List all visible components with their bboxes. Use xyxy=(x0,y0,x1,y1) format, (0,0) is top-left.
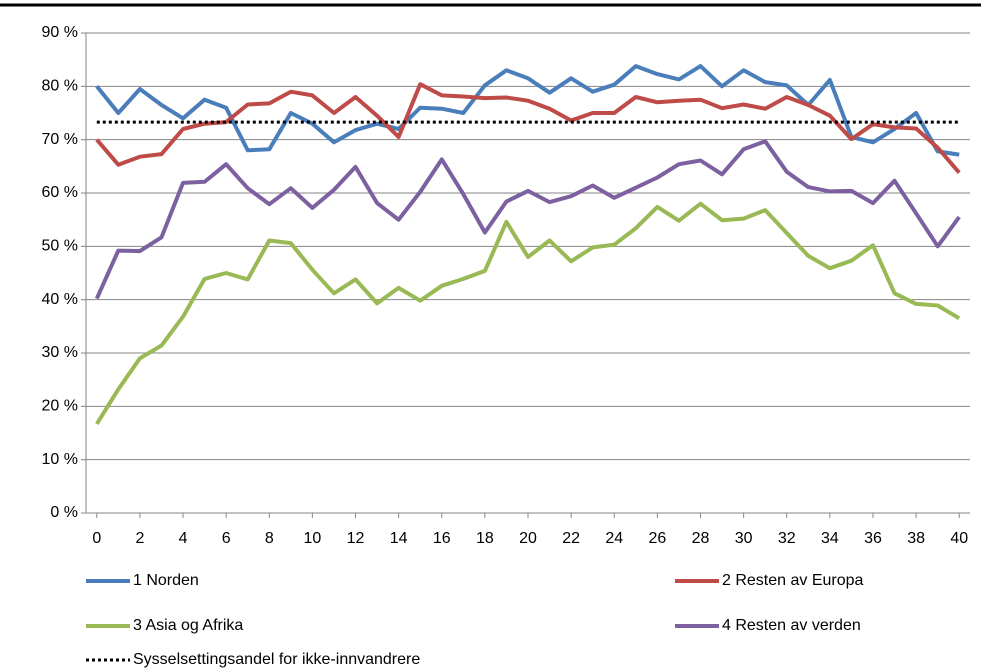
series-line xyxy=(94,139,961,300)
x-tick-label: 12 xyxy=(347,530,365,547)
x-tick-label: 34 xyxy=(821,530,839,547)
y-tick-label: 70 % xyxy=(42,131,78,148)
x-tick-label: 18 xyxy=(476,530,494,547)
x-tick-label: 10 xyxy=(303,530,321,547)
x-tick-label: 36 xyxy=(864,530,882,547)
y-tick-label: 30 % xyxy=(42,344,78,361)
legend-label: 1 Norden xyxy=(133,572,199,589)
y-tick-label: 50 % xyxy=(42,238,78,255)
x-tick-label: 26 xyxy=(648,530,666,547)
legend-label: Sysselsettingsandel for ikke-innvandrere xyxy=(133,651,420,668)
y-tick-label: 20 % xyxy=(42,398,78,415)
x-tick-label: 22 xyxy=(562,530,580,547)
x-tick-label: 8 xyxy=(265,530,274,547)
y-tick-label: 90 % xyxy=(42,24,78,41)
x-tick-label: 4 xyxy=(179,530,188,547)
y-tick-label: 10 % xyxy=(42,451,78,468)
legend-label: 2 Resten av Europa xyxy=(722,572,864,589)
x-tick-label: 38 xyxy=(907,530,925,547)
y-tick-label: 60 % xyxy=(42,184,78,201)
series-line xyxy=(95,82,961,175)
x-tick-label: 40 xyxy=(950,530,968,547)
y-tick-label: 80 % xyxy=(42,78,78,95)
legend-label: 3 Asia og Afrika xyxy=(133,617,243,634)
x-tick-label: 30 xyxy=(735,530,753,547)
x-tick-label: 14 xyxy=(390,530,408,547)
x-tick-label: 32 xyxy=(778,530,796,547)
y-tick-label: 0 % xyxy=(50,504,78,521)
x-tick-label: 20 xyxy=(519,530,537,547)
y-tick-label: 40 % xyxy=(42,291,78,308)
x-tick-label: 24 xyxy=(605,530,623,547)
x-tick-label: 0 xyxy=(92,530,101,547)
x-tick-label: 6 xyxy=(222,530,231,547)
series-line xyxy=(95,64,960,157)
x-tick-label: 2 xyxy=(135,530,144,547)
legend-label: 4 Resten av verden xyxy=(722,617,861,634)
series-line xyxy=(95,201,961,425)
x-tick-label: 16 xyxy=(433,530,451,547)
x-tick-label: 28 xyxy=(692,530,710,547)
